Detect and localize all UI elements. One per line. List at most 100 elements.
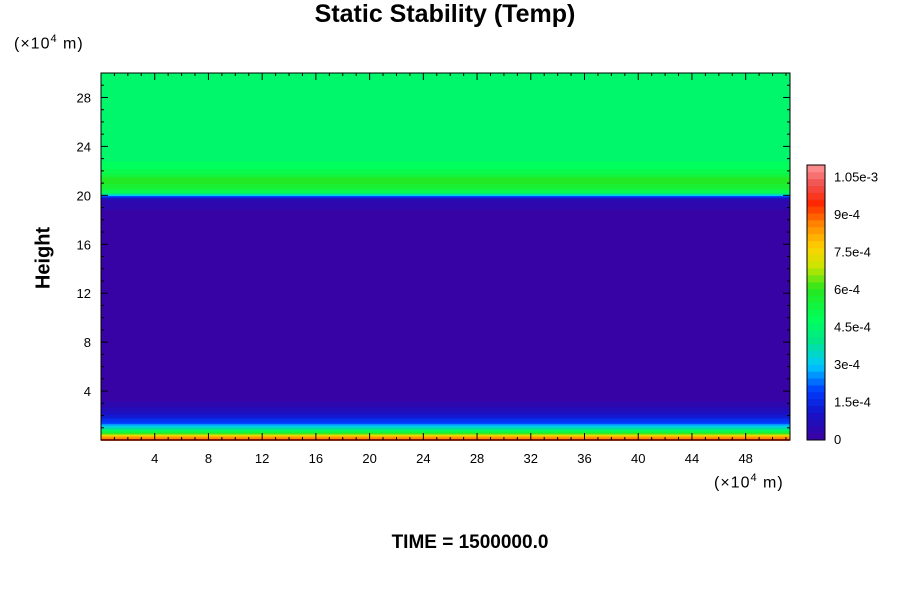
heatmap-band	[101, 424, 790, 426]
heatmap-band	[101, 166, 790, 168]
heatmap-band	[101, 251, 790, 254]
heatmap-band	[101, 328, 790, 330]
heatmap-band	[101, 155, 790, 158]
chart-title: Static Stability (Temp)	[314, 0, 576, 28]
heatmap-band	[101, 140, 790, 143]
colorbar-level	[807, 199, 825, 207]
colorbar-level	[807, 357, 825, 365]
heatmap-band	[101, 293, 790, 296]
colorbar-level	[807, 213, 825, 221]
heatmap-band	[101, 175, 790, 177]
colorbar-level	[807, 330, 825, 338]
colorbar-level	[807, 323, 825, 331]
heatmap-band	[101, 244, 790, 246]
heatmap-band	[101, 389, 790, 392]
heatmap-band	[101, 302, 790, 305]
heatmap-band	[101, 133, 790, 135]
heatmap-band	[101, 230, 790, 233]
heatmap-band	[101, 118, 790, 120]
heatmap-band	[101, 205, 790, 207]
heatmap-band	[101, 190, 790, 192]
heatmap-band	[101, 260, 790, 263]
heatmap-band	[101, 259, 790, 261]
heatmap-band	[101, 319, 790, 321]
colorbar-level	[807, 268, 825, 276]
heatmap-band	[101, 356, 790, 359]
heatmap-band	[101, 352, 790, 354]
heatmap-band	[101, 107, 790, 110]
colorbar-tick-label: 9e-4	[834, 207, 860, 222]
heatmap-band	[101, 172, 790, 174]
colorbar-level	[807, 405, 825, 413]
heatmap-band	[101, 113, 790, 116]
x-tick-label: 8	[205, 451, 212, 466]
y-tick-label: 24	[77, 139, 91, 154]
heatmap-band	[101, 154, 790, 156]
heatmap-band	[101, 299, 790, 302]
y-tick-label: 28	[77, 90, 91, 105]
colorbar-level	[807, 350, 825, 358]
heatmap-band	[101, 362, 790, 365]
heatmap-band	[101, 410, 790, 413]
heatmap-band	[101, 281, 790, 284]
heatmap-band	[101, 134, 790, 137]
heatmap-band	[101, 367, 790, 369]
heatmap-band	[101, 286, 790, 288]
heatmap-band	[101, 355, 790, 357]
heatmap-band	[101, 353, 790, 356]
heatmap-band	[101, 179, 790, 182]
heatmap-band	[101, 326, 790, 329]
heatmap-band	[101, 431, 790, 434]
colorbar-level	[807, 336, 825, 345]
heatmap-band	[101, 125, 790, 128]
heatmap-band	[101, 208, 790, 210]
heatmap-band	[101, 376, 790, 378]
heatmap-band	[101, 269, 790, 272]
heatmap-band	[101, 182, 790, 185]
heatmap-band	[101, 434, 790, 437]
heatmap-band	[101, 413, 790, 416]
heatmap-band	[101, 139, 790, 141]
heatmap-field	[101, 73, 790, 441]
colorbar-level	[807, 247, 825, 255]
heatmap-band	[101, 409, 790, 411]
heatmap-band	[101, 383, 790, 386]
heatmap-band	[101, 341, 790, 344]
time-label: TIME = 1500000.0	[391, 532, 549, 553]
heatmap-band	[101, 127, 790, 129]
colorbar-frame	[806, 164, 826, 441]
y-tick-label: 12	[77, 286, 91, 301]
x-tick-label: 36	[577, 451, 591, 466]
heatmap-band	[101, 257, 790, 260]
heatmap-band	[101, 329, 790, 332]
heatmap-band	[101, 106, 790, 108]
heatmap-band	[101, 346, 790, 348]
heatmap-band	[101, 104, 790, 107]
colorbar-tick-label: 1.05e-3	[834, 170, 878, 185]
heatmap-band	[101, 181, 790, 183]
heatmap-band	[101, 206, 790, 209]
heatmap-band	[101, 242, 790, 245]
heatmap-band	[101, 76, 790, 78]
heatmap-band	[101, 422, 790, 425]
heatmap-band	[101, 100, 790, 102]
heatmap-band	[101, 304, 790, 306]
colorbar-tick-label: 4.5e-4	[834, 320, 871, 335]
heatmap-band	[101, 112, 790, 114]
heatmap-band	[101, 392, 790, 395]
heatmap-band	[101, 253, 790, 255]
heatmap-band	[101, 287, 790, 290]
heatmap-band	[101, 149, 790, 152]
colorbar-level	[807, 254, 825, 262]
heatmap-band	[101, 415, 790, 417]
heatmap-band	[101, 430, 790, 432]
heatmap-band	[101, 229, 790, 231]
heatmap-band	[101, 161, 790, 164]
heatmap-band	[101, 395, 790, 398]
heatmap-band	[101, 227, 790, 230]
colorbar-level	[807, 391, 825, 400]
heatmap-band	[101, 428, 790, 431]
heatmap-band	[101, 350, 790, 353]
y-tick-label: 20	[77, 188, 91, 203]
heatmap-band	[101, 136, 790, 138]
